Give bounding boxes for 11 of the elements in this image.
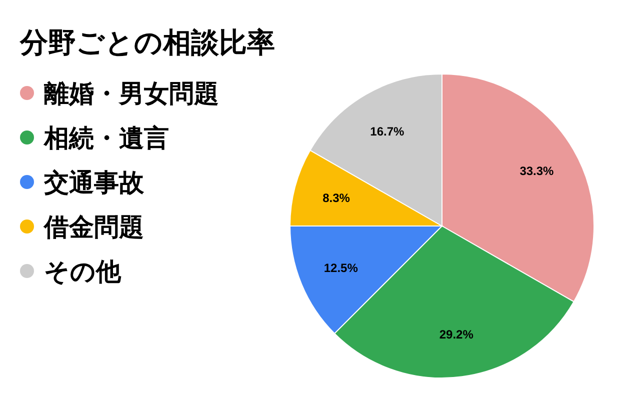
data-label: 8.3% — [322, 190, 350, 205]
legend-label: 交通事故 — [43, 169, 145, 197]
data-label: 12.5% — [324, 260, 358, 275]
chart-title: 分野ごとの相談比率 — [19, 27, 275, 58]
data-label: 33.3% — [520, 164, 554, 178]
legend-label: 借金問題 — [43, 214, 144, 242]
legend-label: 相続・遺言 — [43, 124, 169, 152]
data-label: 16.7% — [370, 124, 405, 138]
legend-label: その他 — [44, 258, 122, 286]
legend-label: 離婚・男女問題 — [43, 80, 219, 108]
data-label: 29.2% — [439, 327, 474, 342]
